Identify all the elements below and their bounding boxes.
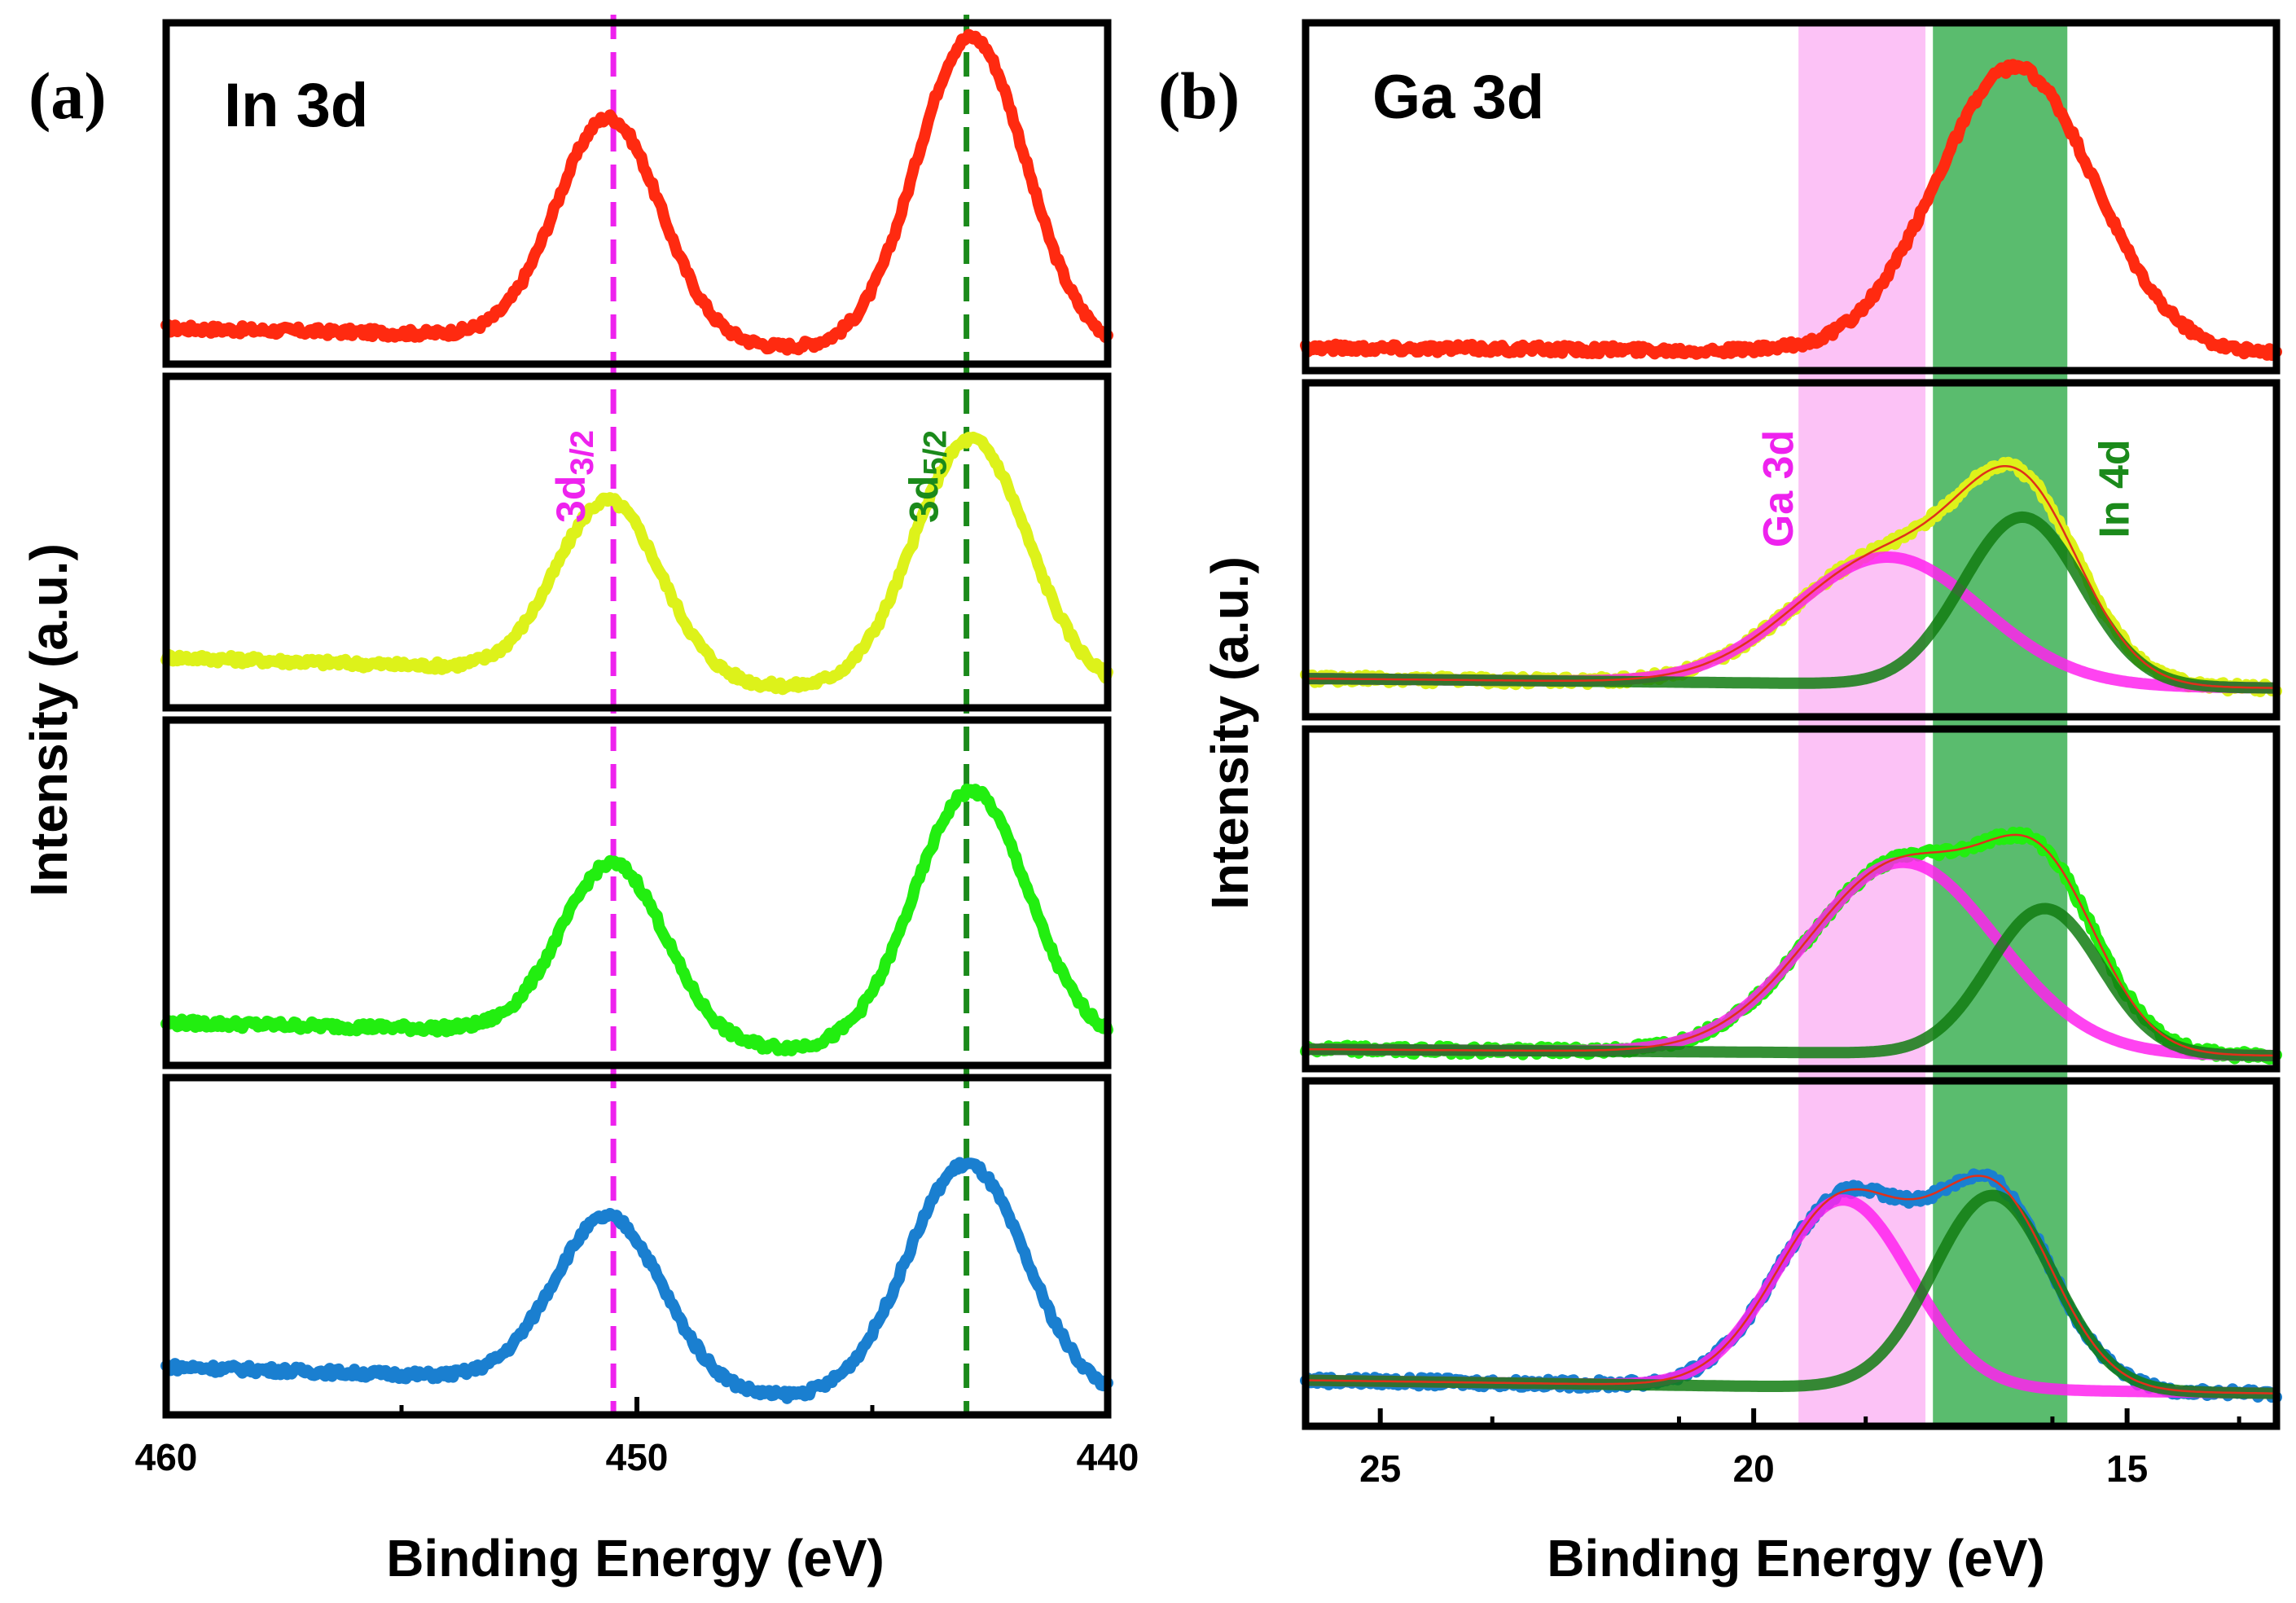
subplot-frame-3 — [1302, 725, 2281, 1073]
series-sample-4 — [1300, 1168, 2282, 1403]
subplot-frame-4 — [1302, 1077, 2281, 1430]
xtick-label-3: 440 — [1077, 1436, 1139, 1478]
series-sample-1 — [160, 29, 1113, 356]
subplot-frame-3 — [162, 716, 1112, 1069]
panel-b-letter: (b) — [1158, 59, 1240, 133]
panel-b-xlabel: Binding Energy (eV) — [1547, 1529, 2045, 1588]
xtick-label-2: 450 — [606, 1436, 669, 1478]
subplot-frame-1 — [1302, 19, 2281, 375]
xtick-label-3: 15 — [2106, 1447, 2148, 1490]
fit-envelope-sample-3 — [1306, 833, 2276, 1057]
series-sample-1 — [1300, 59, 2282, 362]
fit-envelope-sample-4 — [1305, 1175, 2277, 1394]
panel-a-title: In 3d — [224, 71, 368, 140]
panel-a-xlabel: Binding Energy (eV) — [386, 1529, 885, 1588]
fit-sample-2-1 — [1302, 551, 2281, 694]
series-sample-4 — [160, 1157, 1113, 1404]
xtick-label-2: 20 — [1733, 1447, 1775, 1490]
panel-a: (a) In 3d 3d3/2 3d5/2 460 450 440 Binding E… — [20, 15, 1139, 1588]
fit-envelope-sample-2 — [1306, 464, 2276, 689]
reference-label-2: 3d5/2 — [902, 430, 954, 523]
reference-label-1: 3d3/2 — [548, 430, 600, 523]
band-label-2: In 4d — [2091, 439, 2138, 538]
subplot-frame-2 — [1302, 379, 2281, 721]
fit-sample-4-2 — [1302, 1189, 2281, 1399]
series-sample-3 — [1300, 826, 2282, 1065]
subplot-frame-1 — [162, 19, 1112, 368]
subplot-frame-2 — [162, 372, 1112, 712]
xtick-label-1: 25 — [1359, 1447, 1401, 1490]
fit-sample-3-2 — [1302, 903, 2281, 1061]
panel-a-ylabel: Intensity (a.u.) — [20, 543, 78, 897]
xtick-label-1: 460 — [135, 1436, 198, 1478]
fit-sample-4-1 — [1302, 1194, 2281, 1399]
panel-b: (b) Ga 3d Ga 3d In 4d 25 20 15 Binding Ener… — [1158, 19, 2282, 1588]
band-label-1: Ga 3d — [1755, 430, 1802, 548]
panel-a-letter: (a) — [29, 59, 107, 133]
panel-b-ylabel: Intensity (a.u.) — [1201, 556, 1259, 910]
series-sample-3 — [160, 784, 1113, 1056]
series-sample-2 — [160, 431, 1113, 696]
panel-b-title: Ga 3d — [1372, 63, 1544, 132]
shaded-band-2 — [1933, 23, 2068, 1426]
